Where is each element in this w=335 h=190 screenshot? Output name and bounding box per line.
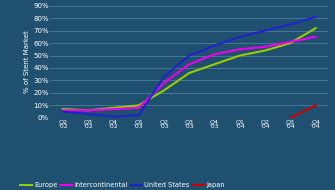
United States [61, 110, 65, 113]
Y-axis label: % of Stent Market: % of Stent Market [24, 30, 30, 93]
Intercontinental [238, 48, 242, 50]
Japan [288, 117, 292, 119]
United States [162, 76, 166, 78]
Intercontinental [288, 41, 292, 43]
Europe [112, 107, 116, 109]
Europe [162, 89, 166, 92]
United States [212, 44, 216, 47]
United States [187, 54, 191, 57]
Europe [238, 54, 242, 57]
Europe [314, 27, 318, 29]
Line: Intercontinental: Intercontinental [63, 37, 316, 110]
Europe [263, 49, 267, 52]
United States [238, 36, 242, 38]
Intercontinental [263, 46, 267, 48]
Europe [288, 42, 292, 44]
Intercontinental [112, 108, 116, 110]
United States [263, 29, 267, 32]
United States [137, 114, 141, 116]
Intercontinental [137, 107, 141, 109]
Intercontinental [187, 63, 191, 65]
Europe [212, 63, 216, 65]
Line: Europe: Europe [63, 28, 316, 110]
Intercontinental [61, 109, 65, 112]
United States [86, 113, 90, 115]
Intercontinental [162, 82, 166, 84]
Line: Japan: Japan [290, 105, 316, 118]
Legend: Europe, Intercontinental, United States, Japan: Europe, Intercontinental, United States,… [17, 179, 227, 190]
Intercontinental [86, 109, 90, 112]
Intercontinental [212, 53, 216, 55]
United States [112, 115, 116, 118]
Japan [314, 104, 318, 106]
Intercontinental [314, 36, 318, 38]
United States [314, 16, 318, 18]
Line: United States: United States [63, 17, 316, 116]
Europe [187, 72, 191, 74]
Europe [61, 108, 65, 110]
Europe [86, 109, 90, 112]
United States [288, 23, 292, 25]
Europe [137, 104, 141, 106]
